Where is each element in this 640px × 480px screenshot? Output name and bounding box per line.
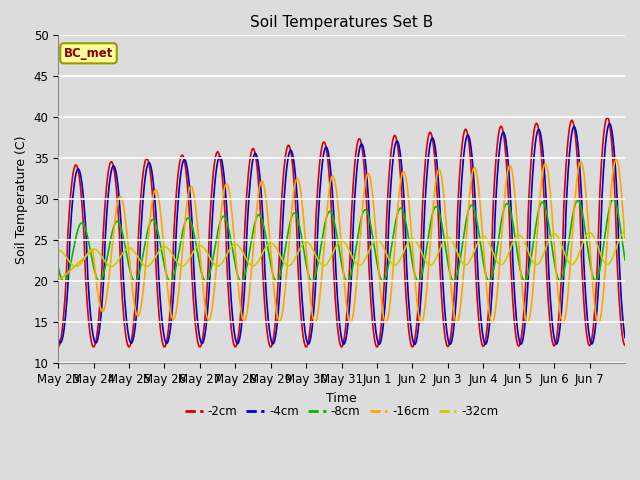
Title: Soil Temperatures Set B: Soil Temperatures Set B (250, 15, 433, 30)
Y-axis label: Soil Temperature (C): Soil Temperature (C) (15, 135, 28, 264)
Text: BC_met: BC_met (64, 47, 113, 60)
X-axis label: Time: Time (326, 392, 357, 405)
Legend: -2cm, -4cm, -8cm, -16cm, -32cm: -2cm, -4cm, -8cm, -16cm, -32cm (180, 401, 503, 423)
